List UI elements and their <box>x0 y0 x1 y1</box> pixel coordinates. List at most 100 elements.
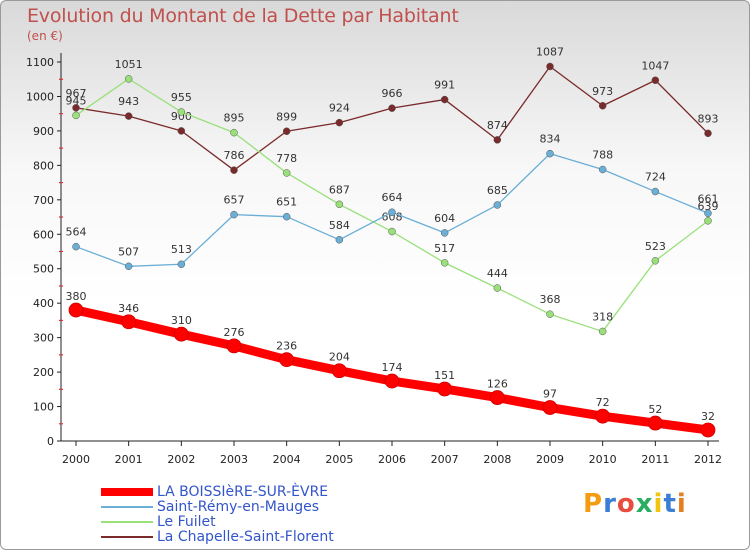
data-label: 788 <box>592 148 613 161</box>
data-label: 97 <box>543 388 557 401</box>
data-point <box>124 112 133 120</box>
data-point <box>388 104 396 112</box>
y-tick-label: 600 <box>33 228 54 241</box>
data-point <box>72 104 80 112</box>
y-tick-label: 1000 <box>26 90 54 103</box>
data-point <box>542 400 558 415</box>
x-tick-label: 2009 <box>536 453 564 466</box>
data-label: 661 <box>698 192 719 205</box>
data-point <box>331 363 347 379</box>
data-label: 639 <box>698 200 719 213</box>
data-point <box>437 381 453 397</box>
data-label: 967 <box>66 87 87 100</box>
x-tick-label: 2007 <box>431 453 459 466</box>
x-tick-label: 2002 <box>167 453 195 466</box>
x-tick-label: 2003 <box>220 453 248 466</box>
data-label: 584 <box>329 219 350 232</box>
data-label: 687 <box>329 183 350 196</box>
data-label: 657 <box>224 194 245 207</box>
data-point <box>124 75 133 83</box>
data-point <box>647 415 663 431</box>
data-label: 318 <box>592 310 613 323</box>
chart-title: Evolution du Montant de la Dette par Hab… <box>27 5 459 27</box>
data-point <box>177 108 186 116</box>
y-tick-label: 1100 <box>26 56 54 69</box>
data-label: 276 <box>224 326 245 339</box>
data-label: 966 <box>382 87 403 100</box>
data-label: 991 <box>434 79 455 92</box>
data-point <box>72 242 80 251</box>
y-tick-label: 500 <box>33 263 54 276</box>
data-point <box>700 422 716 438</box>
data-label: 973 <box>592 85 613 98</box>
data-point <box>384 373 400 389</box>
x-tick-label: 2005 <box>325 453 353 466</box>
data-point <box>598 327 607 336</box>
y-tick-label: 0 <box>47 435 54 448</box>
legend-label: Saint-Rémy-en-Mauges <box>157 499 320 515</box>
data-point <box>72 111 80 120</box>
data-label: 874 <box>487 119 508 132</box>
data-label: 513 <box>171 243 192 256</box>
data-label: 310 <box>171 314 192 327</box>
data-point <box>651 187 660 196</box>
data-label: 1051 <box>115 58 143 71</box>
data-point <box>489 390 505 405</box>
y-tick-label: 700 <box>33 194 54 207</box>
data-point <box>282 169 291 177</box>
data-label: 32 <box>701 410 715 423</box>
data-label: 895 <box>224 112 245 125</box>
data-label: 72 <box>596 396 610 409</box>
data-label: 604 <box>434 212 455 225</box>
proxiti-logo: Proxiti <box>583 489 687 519</box>
data-label: 564 <box>66 226 87 239</box>
data-point <box>704 209 712 218</box>
data-point <box>493 284 502 292</box>
data-point <box>546 62 554 71</box>
data-label: 380 <box>66 290 87 303</box>
data-point <box>440 259 449 267</box>
data-point <box>282 127 291 136</box>
data-point <box>121 314 137 330</box>
y-tick-label: 800 <box>33 159 54 172</box>
data-point <box>279 352 295 368</box>
data-label: 346 <box>118 302 139 315</box>
x-tick-label: 2008 <box>483 453 511 466</box>
data-label: 368 <box>540 293 561 306</box>
data-point <box>704 129 712 138</box>
data-point <box>704 217 712 225</box>
data-point <box>335 118 344 127</box>
data-label: 236 <box>276 340 297 353</box>
data-point <box>388 227 396 236</box>
y-tick-label: 300 <box>33 332 54 345</box>
data-label: 900 <box>171 110 192 123</box>
data-point <box>226 338 242 354</box>
data-point <box>546 149 554 158</box>
data-label: 786 <box>224 149 245 162</box>
legend-swatch <box>101 521 153 523</box>
data-label: 893 <box>698 112 719 125</box>
data-point <box>388 208 396 216</box>
data-label: 945 <box>66 94 87 107</box>
x-tick-label: 2000 <box>62 453 90 466</box>
data-label: 834 <box>540 133 561 146</box>
data-label: 507 <box>118 245 139 258</box>
data-point <box>335 236 344 244</box>
data-label: 664 <box>382 191 403 204</box>
y-tick-label: 900 <box>33 125 54 138</box>
y-tick-label: 400 <box>33 297 54 310</box>
data-point <box>651 76 660 85</box>
data-point <box>230 128 238 137</box>
data-label: 523 <box>645 240 666 253</box>
data-point <box>335 200 344 209</box>
x-tick-label: 2011 <box>641 453 669 466</box>
legend-swatch <box>101 488 153 496</box>
data-label: 943 <box>118 95 139 108</box>
data-label: 204 <box>329 351 350 364</box>
data-point <box>177 127 186 135</box>
data-point <box>440 229 449 237</box>
legend-swatch <box>101 506 153 508</box>
data-label: 1087 <box>536 45 564 58</box>
data-label: 955 <box>171 91 192 104</box>
